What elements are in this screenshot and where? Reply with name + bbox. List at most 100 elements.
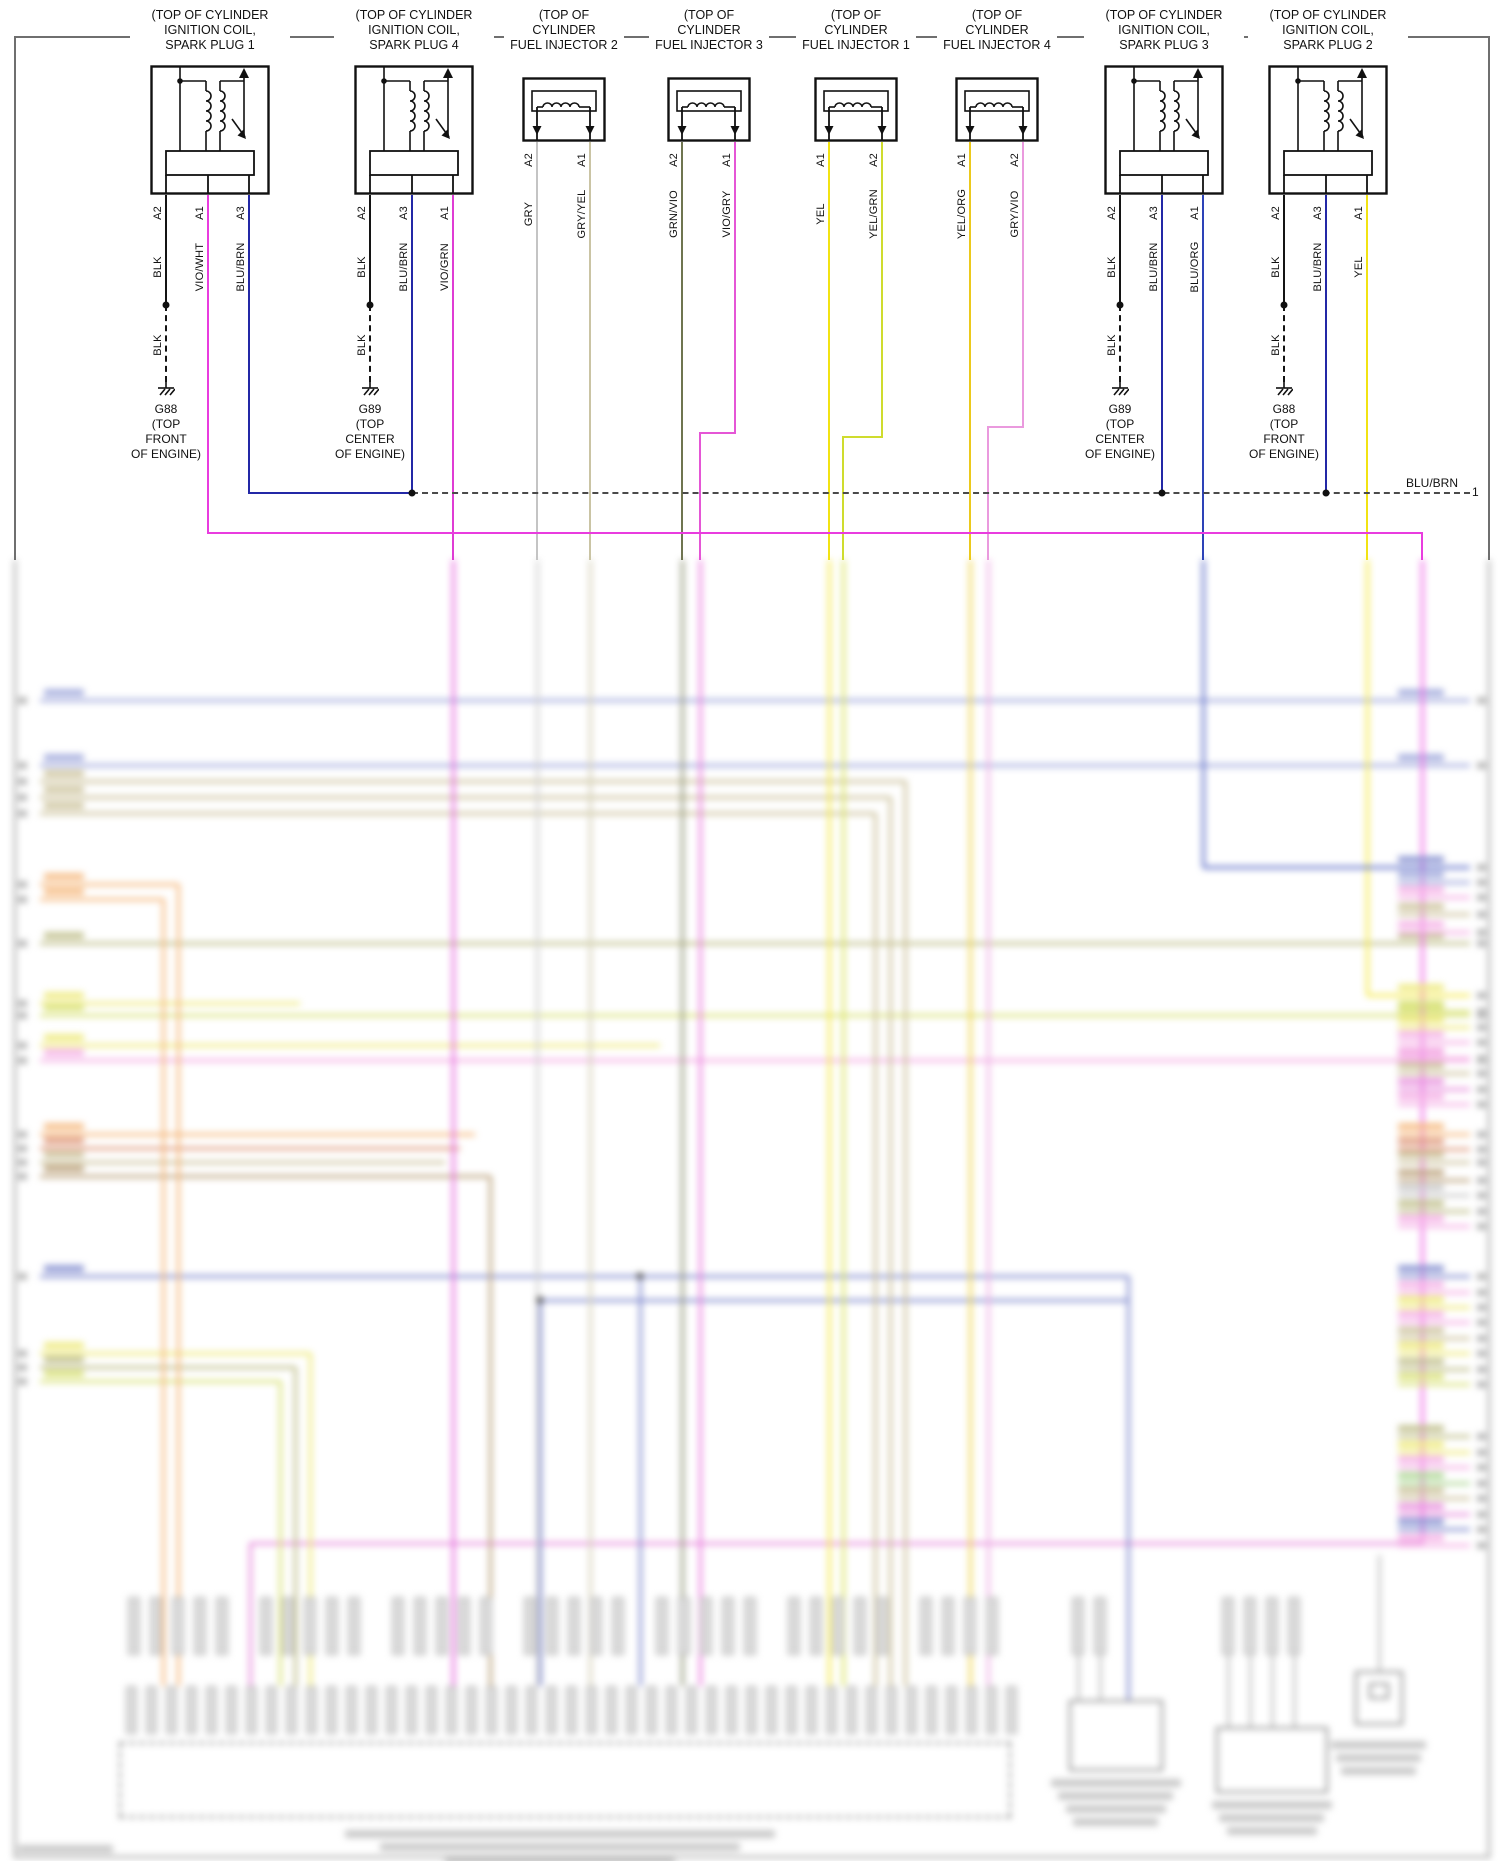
blurred-wire [639, 1276, 642, 1686]
ground-location-line: (TOP [355, 417, 385, 431]
label-line: SPARK PLUG 1 [165, 38, 255, 52]
blurred-label [1398, 903, 1444, 910]
connector-pin [426, 1686, 437, 1734]
blurred-wire [1398, 1368, 1470, 1371]
wire-blu-brn-bus-dashed [412, 492, 1470, 494]
blurred-wire [1398, 1321, 1470, 1324]
component-label-injector-1: (TOP OF CYLINDER FUEL INJECTOR 1 [796, 8, 916, 53]
ground-label: G88 (TOP FRONT OF ENGINE) [1234, 402, 1334, 462]
connector-pin [876, 1597, 888, 1655]
blurred-label [1058, 1792, 1173, 1800]
blurred-label [1398, 754, 1444, 761]
blurred-wire [536, 560, 539, 1686]
blurred-wire [1398, 1497, 1470, 1500]
connector-pin [678, 1597, 690, 1655]
blurred-wire [40, 1352, 310, 1355]
connector-pin [826, 1686, 837, 1734]
blurred-wire [589, 560, 592, 1686]
wire-yel [1366, 195, 1368, 560]
component-label-coil-4: (TOP OF CYLINDER IGNITION COIL, SPARK PL… [334, 8, 494, 53]
junction-dot [1322, 489, 1330, 497]
connector-pin [546, 1597, 558, 1655]
connector-pin [590, 1597, 602, 1655]
connector-pin [216, 1597, 228, 1655]
label-line: IGNITION COIL, [1282, 23, 1374, 37]
blurred-label [18, 778, 27, 785]
pin-label: A3 [1312, 206, 1324, 220]
component-label-coil-2: (TOP OF CYLINDER IGNITION COIL, SPARK PL… [1248, 8, 1408, 53]
wire-color-label: YEL [815, 203, 827, 225]
blurred-label [445, 1856, 675, 1861]
connector-pin [458, 1597, 470, 1655]
blurred-wire [40, 1133, 475, 1136]
connector-pin [806, 1686, 817, 1734]
blurred-label [18, 1845, 113, 1853]
blurred-wire [40, 1147, 460, 1150]
blurred-label [1477, 1449, 1486, 1456]
blurred-label [1477, 1039, 1486, 1046]
blurred-wire [828, 560, 831, 1686]
blurred-wire [1421, 560, 1424, 1543]
blurred-label [1398, 1093, 1444, 1100]
ground-icon [1112, 382, 1129, 396]
blurred-wire [904, 781, 907, 1686]
blurred-label [345, 1830, 775, 1838]
wire-blk [165, 195, 167, 305]
ground-location-line: OF ENGINE) [1248, 447, 1319, 461]
blurred-label [1398, 689, 1444, 696]
ground-wire-label: BLK [1106, 334, 1118, 356]
blurred-wire [1398, 1133, 1470, 1136]
blurred-label [1477, 1366, 1486, 1373]
connector-pin [260, 1597, 272, 1655]
blurred-wire [1398, 1466, 1470, 1469]
connector-pin [206, 1686, 217, 1734]
blurred-wire [40, 796, 890, 799]
blurred-label [1398, 1342, 1444, 1349]
blurred-wire [40, 942, 1470, 945]
connector-pin [722, 1597, 734, 1655]
connector-pin [194, 1597, 206, 1655]
connector-pin [126, 1686, 137, 1734]
blurred-label [1398, 1373, 1444, 1380]
connector-pin [348, 1597, 360, 1655]
blurred-wire [250, 1542, 1422, 1545]
blurred-label [1477, 1012, 1486, 1019]
ground-name: G88 [1272, 402, 1296, 416]
blurred-wire [1398, 1072, 1470, 1075]
blurred-wire [1398, 1383, 1470, 1386]
blurred-label [18, 1042, 27, 1049]
blurred-label [1398, 1200, 1444, 1207]
blurred-label [1477, 1350, 1486, 1357]
connector-pin [480, 1597, 492, 1655]
fuel-injector-3-symbol [667, 77, 751, 142]
connector-pin [946, 1686, 957, 1734]
blurred-wire [1398, 1194, 1470, 1197]
blurred-wire [1398, 1148, 1470, 1151]
blurred-wire [1398, 931, 1470, 934]
connector-pin [546, 1686, 557, 1734]
label-line: (TOP OF CYLINDER [151, 8, 269, 22]
blurred-label [1398, 1487, 1444, 1494]
fuel-injector-1-symbol [814, 77, 898, 142]
ground-location-line: OF ENGINE) [334, 447, 405, 461]
connector-pin [1094, 1597, 1106, 1655]
blurred-wire [1398, 1179, 1470, 1182]
blurred-label [44, 888, 84, 895]
blurred-wire [40, 898, 163, 901]
wire-grn-vio [681, 142, 683, 560]
pin-label: A1 [1353, 206, 1365, 220]
component-label-injector-4: (TOP OF CYLINDER FUEL INJECTOR 4 [937, 8, 1057, 53]
blurred-wire [1367, 994, 1470, 997]
blurred-label [1398, 1503, 1444, 1510]
blurred-wire [1398, 1225, 1470, 1228]
blurred-label [1477, 1146, 1486, 1153]
wire-blu-brn [1161, 195, 1163, 493]
blurred-label [1227, 1827, 1317, 1835]
connector-pin [172, 1597, 184, 1655]
ground-label: G89 (TOP CENTER OF ENGINE) [1070, 402, 1170, 462]
ignition-coil-2-symbol [1268, 65, 1388, 195]
blurred-wire [40, 1380, 280, 1383]
blurred-label [44, 1342, 84, 1349]
blurred-label [18, 940, 27, 947]
wire-blk [1283, 195, 1285, 305]
